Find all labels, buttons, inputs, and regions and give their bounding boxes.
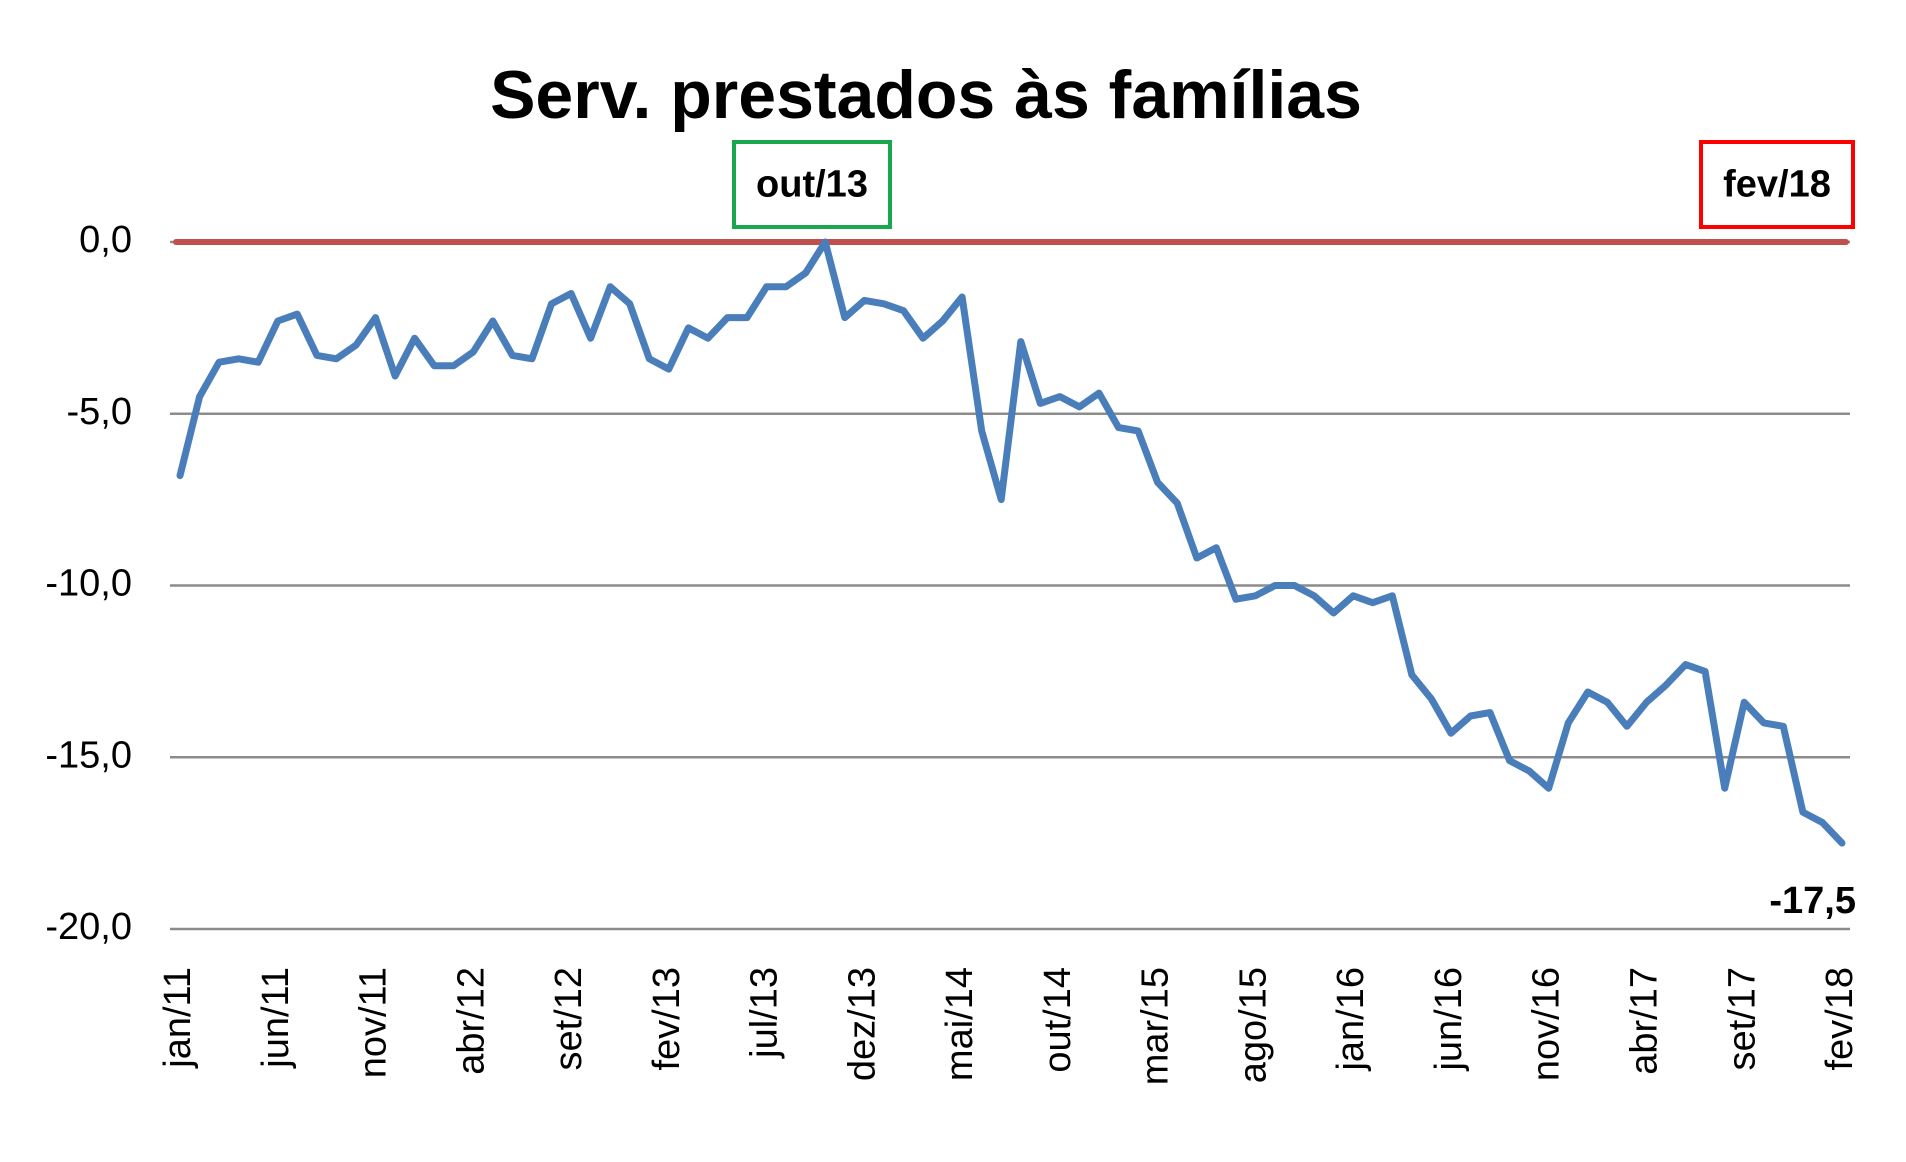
x-tick-label: abr/12 xyxy=(450,967,492,1075)
x-tick-label: set/17 xyxy=(1721,967,1763,1071)
x-tick-label: dez/13 xyxy=(841,967,883,1081)
x-tick-label: set/12 xyxy=(548,967,590,1071)
x-tick-label: jan/16 xyxy=(1330,967,1372,1072)
y-tick-label: -15,0 xyxy=(45,734,132,776)
annotation-label: out/13 xyxy=(756,164,868,206)
x-tick-label: nov/16 xyxy=(1526,967,1568,1081)
x-tick-label: abr/17 xyxy=(1624,967,1666,1075)
y-tick-label: 0,0 xyxy=(79,219,132,261)
x-tick-label: ago/15 xyxy=(1232,967,1274,1083)
x-tick-label: out/14 xyxy=(1037,967,1079,1073)
x-tick-label: fev/13 xyxy=(646,967,688,1071)
data-line xyxy=(176,238,1846,847)
x-tick-label: nov/11 xyxy=(353,967,395,1078)
value-label: -17,5 xyxy=(1769,880,1856,922)
x-tick-label: fev/18 xyxy=(1819,967,1861,1071)
annotation-box xyxy=(732,140,892,229)
chart-title: Serv. prestados às famílias xyxy=(490,57,1362,133)
x-tick-label: jul/13 xyxy=(744,967,786,1059)
y-tick-label: -10,0 xyxy=(45,563,132,605)
annotation-box xyxy=(1699,140,1855,229)
x-tick-label: jun/11 xyxy=(255,967,297,1069)
y-tick-label: -20,0 xyxy=(45,906,132,948)
x-tick-label: mar/15 xyxy=(1135,967,1177,1085)
x-tick-label: jun/16 xyxy=(1428,967,1470,1072)
x-tick-label: jan/11 xyxy=(157,967,199,1069)
annotation-label: fev/18 xyxy=(1723,164,1831,206)
x-tick-label: mai/14 xyxy=(939,967,981,1081)
y-tick-label: -5,0 xyxy=(67,391,132,433)
